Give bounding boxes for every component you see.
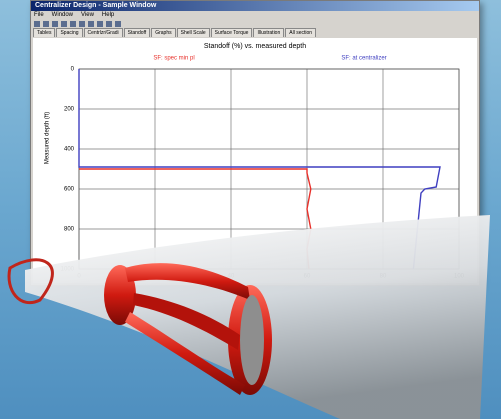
tab[interactable]: Surface Torque [210,28,253,37]
y-tick-label: 200 [64,107,75,113]
toolbar [31,19,479,28]
y-axis-label: Measured depth (ft) [45,112,51,164]
tab[interactable]: All section [285,28,317,37]
tool-button[interactable] [52,20,58,27]
legend-entry: SF: spec min pl [153,56,194,62]
tool-button[interactable] [106,20,112,27]
tool-button[interactable] [79,20,85,27]
y-tick-label: 400 [64,147,75,153]
tool-button[interactable] [115,20,121,27]
menu-item[interactable]: Help [101,12,115,18]
pipe-opening [240,295,264,385]
centralizer-blade [133,293,240,350]
pipe-end [7,258,54,305]
tool-button[interactable] [43,20,49,27]
tab[interactable]: Centrlzr/Gradi [83,28,123,37]
tab[interactable]: Shell Scale [176,28,210,37]
tool-button[interactable] [34,20,40,27]
y-tick-label: 0 [71,67,75,73]
menu-bar: File Window View Help [31,11,479,19]
centralizer-blade [125,263,250,300]
tab-strip: Tables Spacing Centrlzr/Gradi Standoff Graph… [31,28,479,37]
tab[interactable]: Spacing [56,28,83,37]
menu-item[interactable]: View [81,12,94,18]
title-bar: Centralizer Design - Sample Window [31,1,479,11]
legend-entry: SF: at centralizer [341,56,386,62]
centralizer-blade [125,312,245,395]
tool-button[interactable] [70,20,76,27]
menu-item[interactable]: File [34,12,44,18]
tool-button[interactable] [88,20,94,27]
series-line [78,69,441,270]
tool-button[interactable] [61,20,67,27]
y-tick-label: 800 [64,227,75,233]
menu-item[interactable]: Window [51,12,74,18]
tab[interactable]: Graphs [151,28,176,37]
chart-title: Standoff (%) vs. measured depth [204,43,306,50]
tool-button[interactable] [97,20,103,27]
tab[interactable]: Tables [33,28,56,37]
y-tick-label: 600 [64,187,75,193]
tab[interactable]: Standoff [123,28,151,37]
tab[interactable]: Illustration [253,28,285,37]
